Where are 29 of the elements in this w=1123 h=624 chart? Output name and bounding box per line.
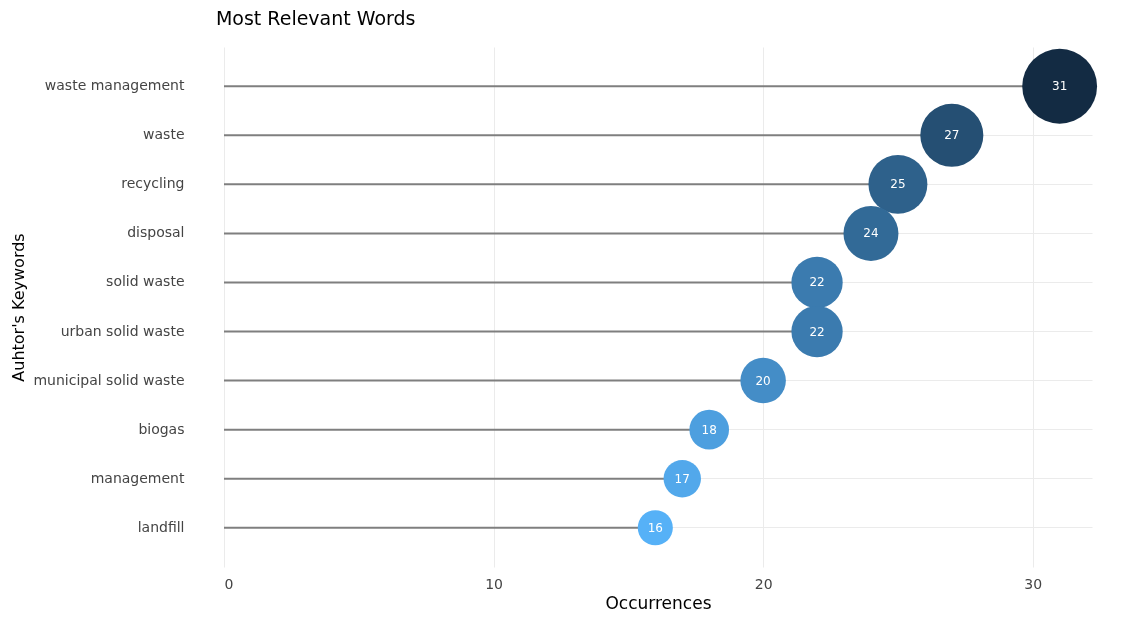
y-tick-label: solid waste — [106, 273, 185, 290]
x-tick-label: 30 — [1024, 575, 1043, 592]
data-label: 17 — [674, 471, 690, 486]
y-tick-label: landfill — [137, 518, 185, 535]
x-tick-label: 20 — [754, 575, 773, 592]
y-axis-title: Auhtor's Keywords — [9, 233, 29, 382]
y-tick-label: waste management — [44, 77, 185, 94]
x-axis-title: Occurrences — [605, 592, 712, 613]
data-label: 25 — [890, 177, 906, 192]
x-tick-label: 0 — [224, 575, 234, 592]
y-tick-label: biogas — [138, 420, 185, 437]
data-label: 22 — [809, 275, 825, 290]
data-label: 31 — [1052, 79, 1068, 94]
data-label: 24 — [863, 226, 879, 241]
point — [791, 256, 843, 309]
y-tick-label: management — [90, 469, 185, 486]
data-label: 20 — [755, 373, 771, 388]
point — [791, 305, 843, 358]
x-tick-label: 10 — [485, 575, 503, 592]
data-label: 18 — [701, 422, 717, 437]
data-label: 16 — [647, 520, 663, 535]
y-tick-label: waste — [143, 126, 185, 143]
y-tick-label: municipal solid waste — [33, 371, 185, 388]
y-tick-label: recycling — [121, 175, 185, 192]
chart-title: Most Relevant Words — [215, 7, 416, 29]
y-tick-label: disposal — [127, 224, 185, 241]
data-label: 27 — [944, 128, 960, 143]
y-tick-label: urban solid waste — [60, 322, 185, 339]
data-label: 22 — [809, 324, 825, 339]
